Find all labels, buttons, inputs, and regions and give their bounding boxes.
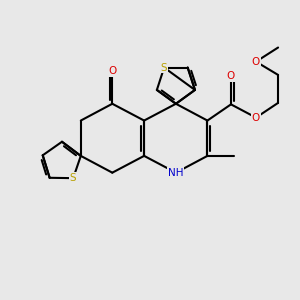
Text: O: O [108, 66, 116, 76]
Text: S: S [161, 63, 167, 73]
Text: O: O [252, 57, 260, 67]
Text: O: O [252, 112, 260, 123]
Text: O: O [227, 71, 235, 81]
Text: S: S [70, 173, 76, 183]
Text: NH: NH [168, 168, 184, 178]
